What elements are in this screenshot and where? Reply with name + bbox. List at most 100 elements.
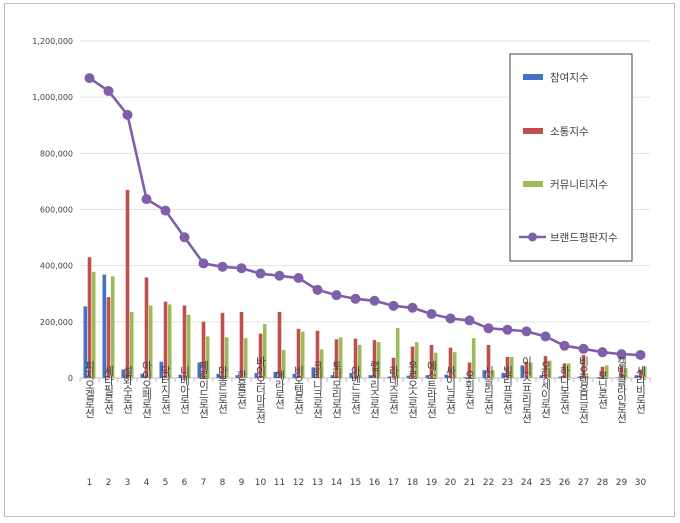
bar	[262, 324, 267, 378]
line-point	[635, 349, 646, 360]
bar	[300, 331, 305, 378]
line-point	[160, 205, 171, 216]
y-tick-label: 200,000	[40, 318, 73, 327]
rank-label: 20	[445, 478, 457, 488]
bar	[376, 342, 381, 378]
rank-label: 6	[182, 478, 188, 488]
bar	[357, 344, 362, 378]
bar	[406, 375, 411, 378]
bar	[433, 352, 438, 378]
category-label: 우르오스로션	[407, 361, 419, 419]
category-label: 아이오페로션	[141, 361, 153, 419]
bar	[334, 339, 339, 378]
bar	[330, 375, 335, 378]
bar	[273, 371, 278, 378]
bar	[216, 373, 221, 378]
bars	[83, 189, 647, 378]
bar	[425, 375, 430, 378]
rank-label: 9	[239, 478, 245, 488]
y-tick-label: 400,000	[40, 262, 73, 271]
legend-swatch	[523, 74, 543, 80]
line-point	[217, 261, 228, 272]
category-label: 비오템옴므로션	[578, 356, 590, 423]
bar	[87, 257, 92, 378]
bar	[467, 362, 472, 378]
bar	[543, 356, 548, 378]
bar	[110, 276, 115, 378]
bar	[444, 374, 449, 378]
rank-label: 17	[388, 478, 399, 488]
rank-label: 30	[635, 478, 647, 488]
y-tick-label: 1,000,000	[32, 93, 73, 102]
bar	[558, 376, 563, 378]
category-label: 캘빈클라인로션	[616, 356, 628, 423]
category-label: 하다보로션	[559, 364, 571, 413]
line-point	[388, 300, 399, 311]
gridlines	[80, 40, 650, 379]
bar	[520, 365, 525, 378]
line-point	[578, 343, 589, 354]
bar	[167, 304, 172, 378]
bar	[429, 344, 434, 378]
y-tick-label: 0	[68, 374, 73, 383]
category-label: 시슬리로션	[483, 365, 495, 413]
rank-label: 15	[350, 478, 361, 488]
bar	[509, 356, 514, 378]
bar	[186, 314, 191, 378]
category-label: 아벤느로션	[350, 365, 362, 413]
category-label: 한율로션	[236, 370, 248, 409]
category-label: 랩시리즈로션	[369, 361, 381, 419]
bar	[414, 342, 419, 378]
bar	[125, 189, 130, 378]
bar	[182, 305, 187, 378]
bar	[178, 374, 183, 378]
bar	[486, 344, 491, 378]
bar	[311, 367, 316, 378]
rank-label: 3	[125, 478, 131, 488]
rank-label: 11	[274, 478, 285, 488]
bar	[277, 312, 282, 378]
bar	[315, 330, 320, 378]
rank-label: 16	[369, 478, 381, 488]
line-point	[331, 290, 342, 301]
category-label: 헤라로션	[274, 369, 286, 409]
rank-label: 24	[521, 478, 533, 488]
bar	[471, 338, 476, 378]
category-label: 피지오겔로션	[84, 361, 96, 419]
bar	[224, 337, 229, 378]
line-point	[502, 324, 513, 335]
line-point	[274, 270, 285, 281]
reputation-line	[84, 73, 646, 360]
bar	[482, 370, 487, 378]
bar	[596, 377, 601, 378]
bar	[391, 357, 396, 378]
line-point	[179, 232, 190, 243]
category-label: 니베아로션	[179, 365, 191, 413]
rank-label: 10	[255, 478, 267, 488]
category-label: 제로이드로션	[198, 361, 210, 419]
bar	[490, 370, 495, 378]
bar	[577, 376, 582, 378]
legend-line-marker	[528, 232, 537, 242]
bar	[243, 338, 248, 378]
line-point	[103, 85, 114, 96]
line-point	[84, 73, 95, 84]
line-point	[312, 284, 323, 295]
brand-reputation-chart: 0 200,000 400,000 600,000 800,000 1,000,000 1,…	[32, 37, 651, 488]
line-point	[236, 263, 247, 274]
rank-label: 25	[540, 478, 551, 488]
legend-swatch	[523, 181, 543, 187]
legend-label: 커뮤니티지수	[550, 179, 608, 191]
bar	[163, 301, 168, 378]
bar	[581, 354, 586, 378]
bar	[395, 328, 400, 378]
bar	[638, 370, 643, 378]
bar	[281, 349, 286, 378]
bar	[292, 373, 297, 378]
rank-label: 18	[407, 478, 419, 488]
bar	[562, 363, 567, 378]
bar	[83, 306, 88, 378]
line-point	[141, 194, 152, 205]
bar	[205, 336, 210, 378]
